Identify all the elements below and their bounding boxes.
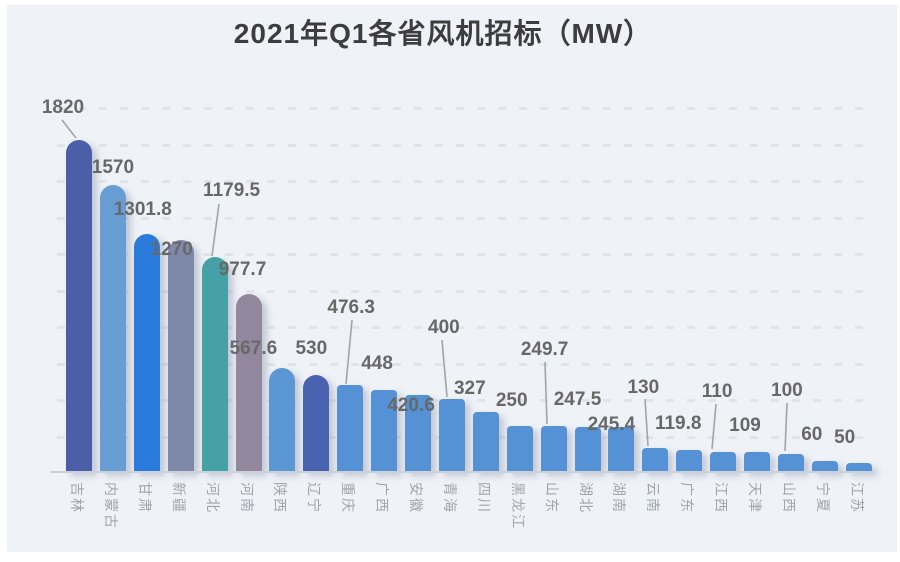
x-axis-label: 湖南 (611, 482, 628, 514)
bar-天津[interactable] (744, 452, 770, 472)
x-axis-label: 四川 (475, 482, 492, 514)
bar-value-label: 327 (453, 378, 486, 400)
bar-value-label: 1270 (150, 239, 193, 261)
x-axis-line (50, 471, 874, 473)
bar-广东[interactable] (676, 450, 703, 472)
x-axis-label: 河南 (238, 482, 255, 514)
x-axis-label: 湖北 (577, 482, 594, 514)
bar-湖北[interactable] (574, 426, 601, 472)
x-axis-label: 青海 (441, 482, 458, 514)
leader-line (61, 119, 77, 139)
bar-广西[interactable] (371, 390, 398, 472)
bar-value-label: 245.4 (587, 414, 636, 436)
gridline (57, 180, 863, 183)
bar-云南[interactable] (642, 448, 669, 472)
bar-value-label: 60 (801, 424, 823, 446)
x-axis-label: 内蒙古 (102, 482, 119, 530)
x-axis-label: 广西 (374, 482, 391, 514)
bar-value-label: 448 (361, 353, 393, 375)
bar-value-label: 1570 (91, 157, 135, 179)
x-axis-label: 新疆 (170, 482, 187, 514)
bar-河北[interactable] (201, 256, 228, 472)
x-axis-label: 广东 (679, 482, 696, 514)
gridline (57, 143, 863, 147)
bar-value-label: 250 (495, 390, 528, 412)
leader-line (711, 403, 717, 450)
bar-甘肃[interactable] (133, 234, 160, 472)
bar-value-label: 400 (428, 317, 460, 338)
bar-安徽[interactable] (405, 395, 431, 472)
x-axis-label: 江西 (713, 482, 730, 514)
x-axis-label: 天津 (747, 482, 763, 514)
x-axis-label: 辽宁 (306, 482, 323, 514)
bar-value-label: 977.7 (218, 258, 267, 280)
bar-value-label: 476.3 (327, 297, 375, 319)
gridline (57, 326, 863, 329)
bar-value-label: 249.7 (520, 339, 569, 361)
x-axis-label: 山东 (543, 482, 560, 514)
bar-value-label: 50 (834, 426, 856, 448)
bar-吉林[interactable] (66, 139, 92, 472)
leader-line (345, 319, 353, 385)
gridline (57, 253, 863, 256)
bar-value-label: 420.6 (387, 395, 435, 417)
x-axis-label: 陕西 (272, 482, 289, 514)
x-axis-label: 河北 (204, 482, 221, 514)
bar-陕西[interactable] (269, 368, 296, 472)
bar-内蒙古[interactable] (99, 185, 126, 472)
x-axis-label: 甘肃 (136, 482, 153, 514)
leader-line (544, 361, 548, 425)
x-axis-label: 重庆 (340, 482, 357, 514)
leader-line (441, 339, 448, 398)
x-axis-label: 云南 (645, 482, 662, 514)
chart-title: 2021年Q1各省风机招标（MW） (233, 18, 653, 49)
bar-value-label: 1820 (41, 96, 85, 118)
x-axis-label: 江苏 (848, 482, 865, 514)
bar-value-label: 100 (771, 379, 803, 401)
bar-黑龙江[interactable] (506, 426, 533, 472)
x-axis-label: 吉林 (69, 482, 85, 514)
gridline (57, 289, 863, 293)
bar-重庆[interactable] (337, 385, 364, 472)
bar-value-label: 110 (701, 380, 733, 402)
bar-江苏[interactable] (845, 462, 872, 472)
leader-line (644, 398, 649, 447)
x-axis-label: 安徽 (408, 482, 424, 514)
bar-四川[interactable] (472, 412, 499, 472)
leader-line (211, 203, 220, 257)
bar-山东[interactable] (540, 426, 567, 472)
bar-value-label: 567.6 (229, 338, 278, 360)
bar-value-label: 1179.5 (203, 179, 261, 201)
gridline (57, 107, 863, 110)
bar-value-label: 1301.8 (113, 199, 172, 221)
leader-line (784, 402, 788, 452)
bar-value-label: 109 (729, 415, 761, 437)
bar-河南[interactable] (235, 293, 262, 472)
bar-青海[interactable] (438, 399, 465, 472)
bar-新疆[interactable] (167, 240, 194, 472)
bar-宁夏[interactable] (811, 461, 838, 472)
bar-value-label: 119.8 (654, 413, 702, 435)
bar-辽宁[interactable] (303, 375, 330, 472)
gridline (57, 362, 863, 366)
bar-湖南[interactable] (608, 427, 635, 472)
bar-value-label: 247.5 (553, 388, 602, 410)
bar-山西[interactable] (777, 453, 804, 472)
x-axis-label: 黑龙江 (509, 482, 526, 530)
bar-value-label: 130 (627, 377, 660, 399)
bar-江西[interactable] (710, 451, 737, 472)
gridline (57, 216, 863, 220)
bar-value-label: 530 (295, 338, 328, 360)
x-axis-label: 山西 (780, 482, 797, 514)
x-axis-label: 宁夏 (814, 482, 831, 514)
